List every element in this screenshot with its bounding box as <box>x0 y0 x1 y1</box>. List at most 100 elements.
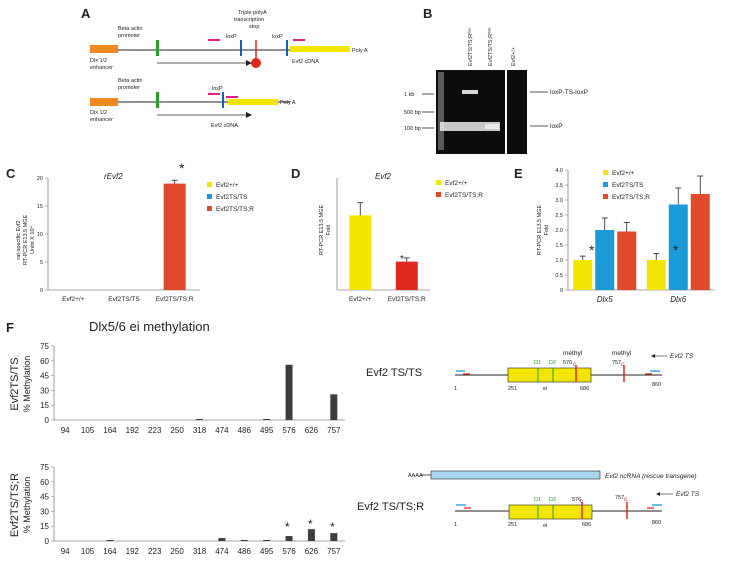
chart-e-bar <box>690 194 710 290</box>
chart-c-ylabel-1: rat-specific Evf2 <box>16 220 22 259</box>
evf2-cdna-label-1: Evf2 cDNA <box>292 59 319 65</box>
chart-f1-xtick-label: 105 <box>81 426 95 435</box>
chart-e-star-2: * <box>673 242 679 258</box>
band-label-1: loxP-TS-loxP <box>550 89 588 96</box>
triple-label-3: stop <box>249 24 259 30</box>
chart-f-star-576: * <box>285 520 290 534</box>
chart-c-ytick-label: 20 <box>37 176 43 182</box>
panel-label-a: A <box>81 6 91 21</box>
polya-stop-circle <box>251 58 261 68</box>
chart-f1-ytick-label: 15 <box>40 401 49 410</box>
dlx-label-2: Dlx 1/2 <box>90 110 107 116</box>
panel-label-c: C <box>6 166 16 181</box>
chart-c-title: rEvf2 <box>104 172 123 181</box>
chart-f2-bar <box>106 540 114 541</box>
c-mark-4: c <box>624 496 628 503</box>
chart-e-bar <box>573 260 593 290</box>
chart-f-star-757: * <box>330 520 335 534</box>
legend-d-1: Evf2+/+ <box>445 180 468 187</box>
triple-label-2: transcription <box>234 17 264 23</box>
evf2-cdna-box-1 <box>290 46 350 52</box>
chart-c-ytick-label: 10 <box>37 232 43 238</box>
chart-f2-bar <box>330 533 338 541</box>
gel-image <box>436 70 527 154</box>
chart-f1-xtick-label: 626 <box>305 426 319 435</box>
chart-e-xtick-label: Dlx6 <box>670 295 687 304</box>
pos-576-label-1: 576 <box>563 360 572 366</box>
chart-c-ylabel-2: RT-PCR E13.5 MGE <box>23 215 29 266</box>
chart-f2-xtick-label: 486 <box>238 547 252 556</box>
chart-f1-xtick-label: 576 <box>282 426 296 435</box>
chart-f2-ytick-label: 75 <box>40 463 49 472</box>
chart-e-ytick-label: 3.0 <box>555 198 563 204</box>
construct-bottom: Beta actin promoter Dlx 1/2 enhancer lox… <box>90 78 296 129</box>
chart-f1-xtick-label: 318 <box>193 426 207 435</box>
chart-f1-ytick-label: 45 <box>40 372 49 381</box>
legend-d-2: Evf2TS/TS;R <box>445 192 483 199</box>
chart-f1-xtick-label: 757 <box>327 426 341 435</box>
chart-e-ytick-label: 1.5 <box>555 243 563 249</box>
legend-c-1: Evf2+/+ <box>216 182 239 189</box>
d2-label-1: D2 <box>549 360 556 366</box>
chart-f-row2: 0 15 30 45 60 75 94 105 164 192 223 250 318 474 486 495… <box>40 463 345 556</box>
legend-e: Evf2+/+ Evf2TS/TS Evf2TS/TS;R <box>603 170 650 201</box>
evf2-cdna-label-2: Evf2 cDNA <box>211 123 238 129</box>
chart-f2-xtick-label: 250 <box>170 547 184 556</box>
d2-label-2: D2 <box>549 497 556 503</box>
chart-f1-bar <box>263 419 271 420</box>
chart-f1-xtick-label: 474 <box>215 426 229 435</box>
beta-actin-promoter-mark <box>156 40 159 56</box>
evf2ts-label-1: Evf2 TS <box>670 353 694 360</box>
legend-c-3: Evf2TS/TS;R <box>216 206 254 213</box>
chart-f2-ytick-label: 45 <box>40 493 49 502</box>
chart-c-bar <box>163 183 186 290</box>
pos-576-label-2: 576 <box>572 497 581 503</box>
loxp-label-a: loxP <box>226 34 237 40</box>
chart-f2-ytick-label: 0 <box>45 537 50 546</box>
chart-f-row1-ylabel: % Methylation <box>22 356 32 413</box>
promoter-label-2: promoter <box>118 85 140 91</box>
chart-e-ylabel-1: RT-PCR E13.5 MGE <box>537 205 543 256</box>
chart-c-ytick-label: 15 <box>37 204 43 210</box>
chart-f1-xtick-label: 164 <box>103 426 117 435</box>
loxp-mark-2 <box>286 40 288 56</box>
chart-d-star: * <box>400 254 404 265</box>
chart-e-ytick-label: 4.0 <box>555 168 563 174</box>
chart-f1-xtick-label: 250 <box>170 426 184 435</box>
p1-label-1: 1 <box>454 386 457 392</box>
chart-f-row2-label: Evf2TS/TS;R <box>9 473 21 537</box>
chart-f2-bar <box>263 540 271 541</box>
ei-label-2: ei <box>543 523 547 529</box>
panel-label-d: D <box>291 166 300 181</box>
loxp-mark-1 <box>240 40 242 56</box>
chart-f-row1-label: Evf2TS/TS <box>9 357 21 410</box>
chart-f1-xtick-label: 495 <box>260 426 274 435</box>
p686-label-2: 686 <box>582 522 591 528</box>
loxp-label-c: loxP <box>212 86 223 92</box>
chart-d-ylabel-2: Fold <box>326 225 332 236</box>
lane-label-1: Evf2TS/TS;R⁰ᵃᵉ <box>467 28 474 66</box>
legend-c-2: Evf2TS/TS <box>216 194 248 201</box>
d1-label-2: D1 <box>534 497 541 503</box>
polya-label-2: Poly A <box>280 100 296 106</box>
chart-f-title: Dlx5/6 ei methylation <box>89 319 210 334</box>
enhancer-label-1: enhancer <box>90 65 113 71</box>
chart-f1-ytick-label: 75 <box>40 342 49 351</box>
evf2ts-label-2: Evf2 TS <box>676 491 700 498</box>
enhancer-label-2: enhancer <box>90 117 113 123</box>
polya-label-1: Poly A <box>352 48 368 54</box>
chart-f1-bar <box>330 394 338 420</box>
chart-d-title: Evf2 <box>375 172 392 181</box>
diagram-ts-label: Evf2 TS/TS <box>366 367 422 379</box>
chart-f2-xtick-label: 576 <box>282 547 296 556</box>
beta-actin-label-1: Beta actin <box>118 26 142 32</box>
ladder-500bp: 500 bp <box>404 110 421 116</box>
band-label-2: loxP <box>550 123 563 130</box>
chart-c-star: * <box>179 160 185 176</box>
chart-e-xtick-label: Dlx5 <box>597 295 614 304</box>
chart-e-ytick-label: 3.5 <box>555 183 563 189</box>
aaaa-label: AAAA <box>408 473 423 479</box>
chart-e-ytick-label: 0 <box>560 288 563 294</box>
construct-top: Beta actin promoter Dlx 1/2 enhancer lox… <box>90 10 368 71</box>
